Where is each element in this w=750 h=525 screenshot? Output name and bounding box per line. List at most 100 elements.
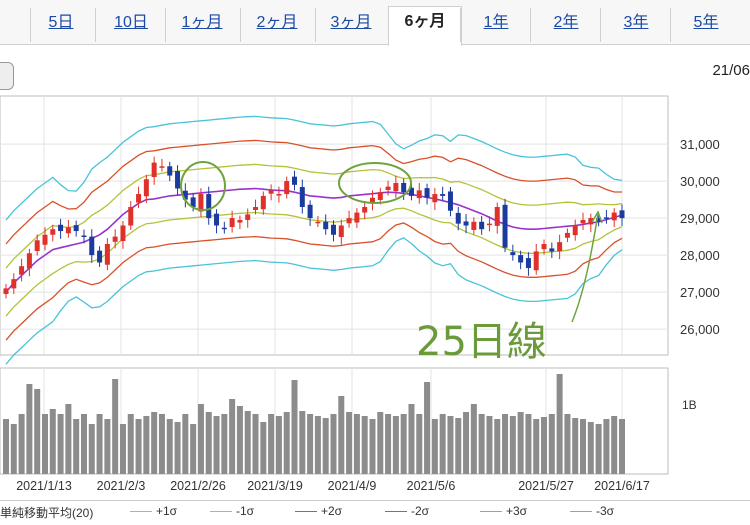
volume-bar [619,419,625,474]
volume-bar [595,424,602,474]
candle-body [128,207,134,226]
volume-bar [174,422,181,474]
volume-bar [213,416,220,474]
volume-bar [564,414,571,474]
volume-bar [291,380,298,474]
candle-body [580,219,586,224]
x-tick-label: 2021/6/17 [594,479,650,493]
candle-body [19,266,25,275]
volume-bar [190,424,197,474]
tab-7[interactable]: 1年 [460,8,531,42]
price-plot-frame [0,95,669,356]
tab-10[interactable]: 5年 [670,8,741,42]
tab-3[interactable]: 1ヶ月 [165,8,238,42]
candle-body [104,244,110,265]
candle-body [479,221,485,230]
volume-bar [447,416,454,474]
chart-settings-button[interactable] [0,62,14,90]
candle-body [416,190,422,199]
candle-body [455,212,461,224]
candle-body [260,195,266,210]
volume-bar [556,374,563,474]
tab-8[interactable]: 2年 [530,8,601,42]
volume-bar [439,414,446,474]
candle-body [97,250,103,263]
volume-bar [236,406,243,474]
volume-bar [73,419,80,474]
volume-bar [353,414,360,474]
volume-bar [517,412,524,474]
tab-5[interactable]: 3ヶ月 [315,8,386,42]
candle-body [89,236,95,256]
legend-label: -1σ [236,504,255,518]
legend-swatch [570,511,592,513]
candle-body [486,223,492,226]
legend-swatch [385,511,407,513]
annotation-arrow [571,213,599,323]
legend-label: -3σ [596,504,615,518]
x-tick-label: 2021/1/13 [16,479,72,493]
volume-bar [244,411,251,474]
candle-body [549,248,555,252]
volume-bar [151,412,158,474]
candle-body [377,192,383,200]
legend-item: 単純移動平均(20) [0,504,93,521]
legend-item: +2σ [295,504,342,518]
x-tick-label: 2021/5/27 [518,479,574,493]
highlight-circle [180,161,226,211]
y-tick-label: 27,000 [680,285,720,300]
candle-body [494,207,500,226]
candle-body [65,227,71,234]
sma-line [5,187,623,293]
legend-label: +3σ [506,504,528,518]
candle-body [541,244,547,250]
tab-2[interactable]: 10日 [95,8,166,42]
candle-body [323,221,329,230]
volume-bar [65,404,72,474]
volume-bar [463,412,470,474]
volume-bar [197,404,204,474]
volume-bar [494,419,501,474]
candle-body [214,213,220,226]
volume-bar [135,419,142,474]
candle-body [34,240,40,252]
candle-body [182,190,188,200]
volume-bar [330,414,337,474]
tab-6[interactable]: 6ヶ月 [388,6,462,46]
candle-body [81,235,87,237]
tab-4[interactable]: 2ヶ月 [240,8,313,42]
volume-bar [221,414,228,474]
x-tick-label: 2021/2/26 [170,479,226,493]
volume-bar [127,414,134,474]
bollinger-band-line [5,163,623,269]
candle-body [11,279,17,289]
period-tabs: 5日 10日 1ヶ月 2ヶ月 3ヶ月 6ヶ月 1年 2年 3年 5年 [0,0,750,46]
volume-bar [158,414,165,474]
volume-bar [96,414,103,474]
tab-9[interactable]: 3年 [600,8,671,42]
legend-swatch [480,511,502,513]
volume-bar [580,419,587,474]
volume-bar [10,424,17,474]
candle-body [564,232,570,238]
y-tick-label: 30,000 [680,174,720,189]
volume-bar [416,414,423,474]
bollinger-band-line [5,237,623,365]
candle-body [206,194,212,219]
volume-bar [346,412,353,474]
volume-bar [112,379,119,474]
candle-body [525,258,531,269]
volume-bar [603,419,610,474]
volume-bar [548,414,555,474]
legend-item: +1σ [130,504,177,518]
volume-bar [299,411,306,474]
candle-body [50,229,56,235]
volume-bar [275,416,282,474]
tab-1[interactable]: 5日 [30,8,91,42]
candle-body [588,218,594,225]
candle-body [533,251,539,271]
candle-body [58,224,64,232]
volume-bar [611,416,618,474]
legend-swatch [295,511,317,513]
candle-body [408,187,414,196]
